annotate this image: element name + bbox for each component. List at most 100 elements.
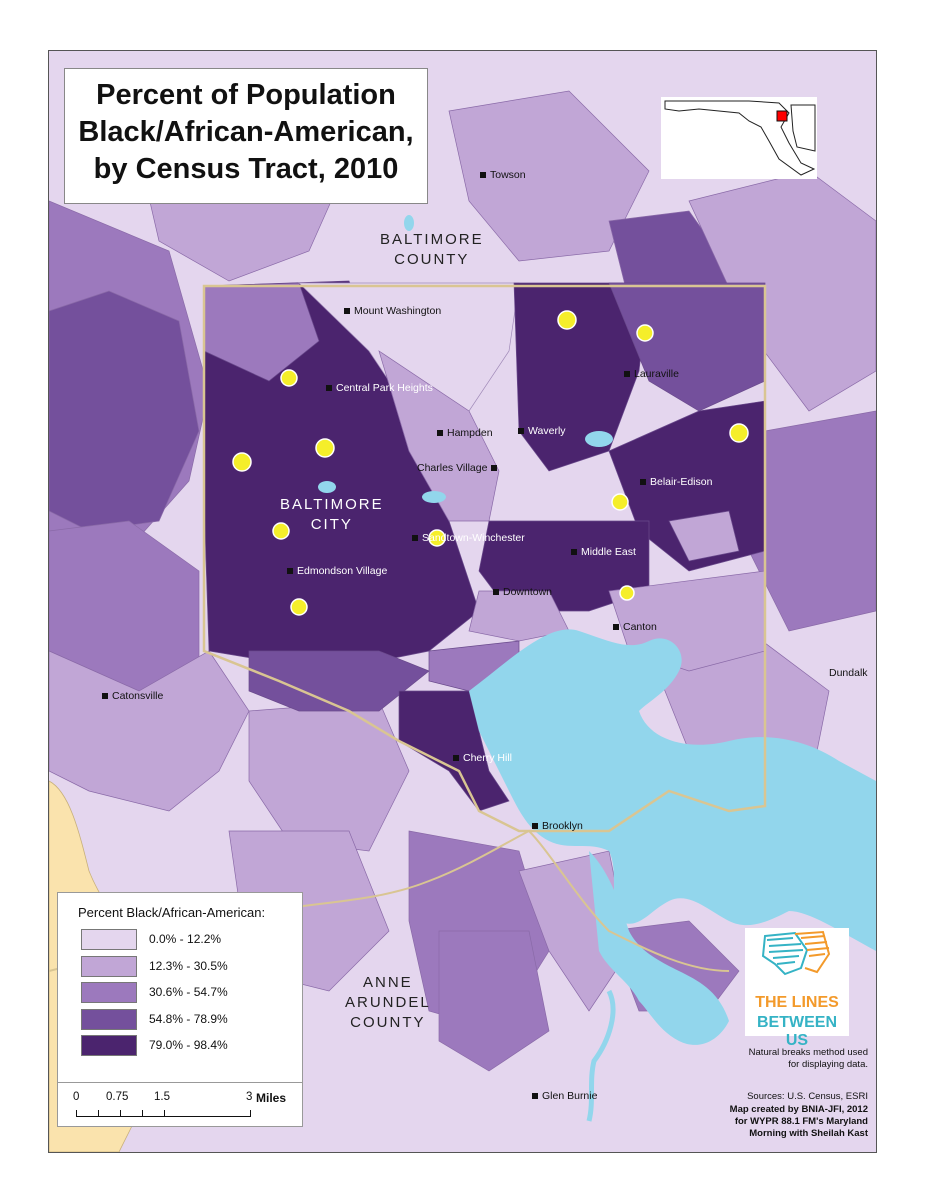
place-waverly[interactable]: Waverly: [518, 425, 566, 437]
place-label: Charles Village: [417, 462, 488, 474]
place-label: Hampden: [447, 427, 493, 439]
scale-tick: [250, 1110, 251, 1117]
marker[interactable]: [557, 310, 577, 330]
place-middle-east[interactable]: Middle East: [571, 546, 636, 558]
place-marker-icon: [326, 385, 332, 392]
marker[interactable]: [272, 522, 290, 540]
place-mount-washington[interactable]: Mount Washington: [344, 305, 441, 317]
place-label: Mount Washington: [354, 305, 442, 317]
place-canton[interactable]: Canton: [613, 621, 657, 633]
marker[interactable]: [729, 423, 749, 443]
tract-west-county: [49, 290, 200, 532]
place-label: Sandtown-Winchester: [422, 532, 525, 544]
tract-city-ne-mid: [608, 282, 766, 412]
credit-line-2: for WYPR 88.1 FM's Maryland: [734, 1116, 868, 1127]
scale-tick-label: 3: [246, 1091, 253, 1103]
marker[interactable]: [290, 598, 308, 616]
place-marker-icon: [518, 428, 524, 435]
legend-row: 30.6% - 54.7%: [81, 982, 301, 1004]
scale-unit: Miles: [256, 1091, 287, 1105]
scale-bar: 0 0.75 1.5 3 Miles: [57, 1082, 303, 1127]
place-cherry-hill[interactable]: Cherry Hill: [453, 752, 512, 764]
marker[interactable]: [636, 324, 654, 342]
legend-swatch: [81, 982, 137, 1003]
logo: THE LINES BETWEEN US: [745, 928, 849, 1049]
place-belair-edison[interactable]: Belair-Edison: [640, 476, 712, 488]
place-downtown[interactable]: Downtown: [493, 586, 552, 598]
inset-highlight: [776, 110, 788, 122]
place-label: Brooklyn: [542, 820, 583, 832]
reservoir-north: [585, 431, 613, 447]
place-marker-icon: [453, 755, 459, 762]
tract-city-middle: [478, 520, 650, 612]
tract-city-east-pocket: [668, 510, 740, 562]
legend-label: 0.0% - 12.2%: [149, 932, 222, 946]
place-label: Cherry Hill: [463, 752, 513, 764]
marker[interactable]: [428, 529, 446, 547]
region-anne-arundel-line-1: ANNE: [363, 974, 413, 991]
tract-city-south-west: [248, 650, 430, 712]
region-baltimore-county-line-1: BALTIMORE: [380, 231, 484, 248]
place-marker-icon: [344, 308, 350, 315]
place-marker-icon: [532, 823, 538, 830]
place-label: Towson: [490, 169, 526, 181]
place-label: Waverly: [528, 425, 566, 437]
scale-tick: [76, 1110, 77, 1117]
region-baltimore-city-line-1: BALTIMORE: [280, 496, 384, 513]
place-catonsville[interactable]: Catonsville: [102, 690, 163, 702]
marker[interactable]: [611, 493, 629, 511]
logo-line-2: BETWEEN US: [757, 1014, 837, 1049]
place-glen-burnie[interactable]: Glen Burnie: [532, 1090, 597, 1102]
place-label: Glen Burnie: [542, 1090, 598, 1102]
legend-label: 12.3% - 30.5%: [149, 959, 228, 973]
place-hampden[interactable]: Hampden: [437, 427, 493, 439]
legend-swatch: [81, 956, 137, 977]
inset-maryland-map: [661, 97, 817, 179]
credit-line-1: Map created by BNIA-JFI, 2012: [729, 1104, 868, 1115]
place-marker-icon: [480, 172, 486, 179]
legend: Percent Black/African-American: 0.0% - 1…: [57, 892, 303, 1087]
legend-row: 0.0% - 12.2%: [81, 929, 301, 951]
legend-swatch: [81, 1035, 137, 1056]
legend-label: 54.8% - 78.9%: [149, 1012, 228, 1026]
place-brooklyn[interactable]: Brooklyn: [532, 820, 583, 832]
lake-county-north: [404, 215, 414, 231]
marker[interactable]: [232, 452, 252, 472]
place-label: Dundalk: [829, 667, 868, 679]
marker[interactable]: [315, 438, 335, 458]
title-line-3: by Census Tract, 2010: [93, 153, 399, 185]
place-charles-village[interactable]: Charles Village: [417, 462, 501, 474]
scale-tick-label: 0.75: [106, 1091, 129, 1103]
scale-tick: [120, 1110, 121, 1117]
place-label: Catonsville: [112, 690, 164, 702]
scale-tick-label: 1.5: [154, 1091, 170, 1103]
river-south: [589, 851, 729, 1045]
place-label: Edmondson Village: [297, 565, 388, 577]
place-central-park-heights[interactable]: Central Park Heights: [326, 382, 433, 394]
legend-row: 12.3% - 30.5%: [81, 956, 301, 978]
credit-line-3: Morning with Sheilah Kast: [749, 1128, 868, 1139]
place-dundalk[interactable]: Dundalk: [829, 667, 868, 679]
scale-tick: [98, 1110, 99, 1117]
place-marker-icon: [493, 589, 499, 596]
place-sandtown-winchester[interactable]: Sandtown-Winchester: [412, 532, 525, 544]
region-baltimore-city: BALTIMORE CITY: [280, 495, 384, 535]
place-marker-icon: [437, 430, 443, 437]
marker[interactable]: [280, 369, 298, 387]
logo-mark-icon: [761, 930, 831, 976]
scale-tick: [142, 1110, 143, 1117]
place-marker-icon: [287, 568, 293, 575]
place-lauraville[interactable]: Lauraville: [624, 368, 679, 380]
marker[interactable]: [619, 585, 635, 601]
scale-line: [76, 1110, 251, 1117]
legend-row: 54.8% - 78.9%: [81, 1009, 301, 1031]
place-towson[interactable]: Towson: [480, 169, 526, 181]
place-marker-icon: [571, 549, 577, 556]
place-marker-icon: [624, 371, 630, 378]
region-anne-arundel-line-3: COUNTY: [350, 1014, 426, 1031]
place-label: Lauraville: [634, 368, 679, 380]
tract-north-county-2: [448, 90, 650, 262]
creek-south: [586, 989, 616, 1122]
harbor-water: [469, 629, 876, 951]
place-edmondson-village[interactable]: Edmondson Village: [287, 565, 387, 577]
